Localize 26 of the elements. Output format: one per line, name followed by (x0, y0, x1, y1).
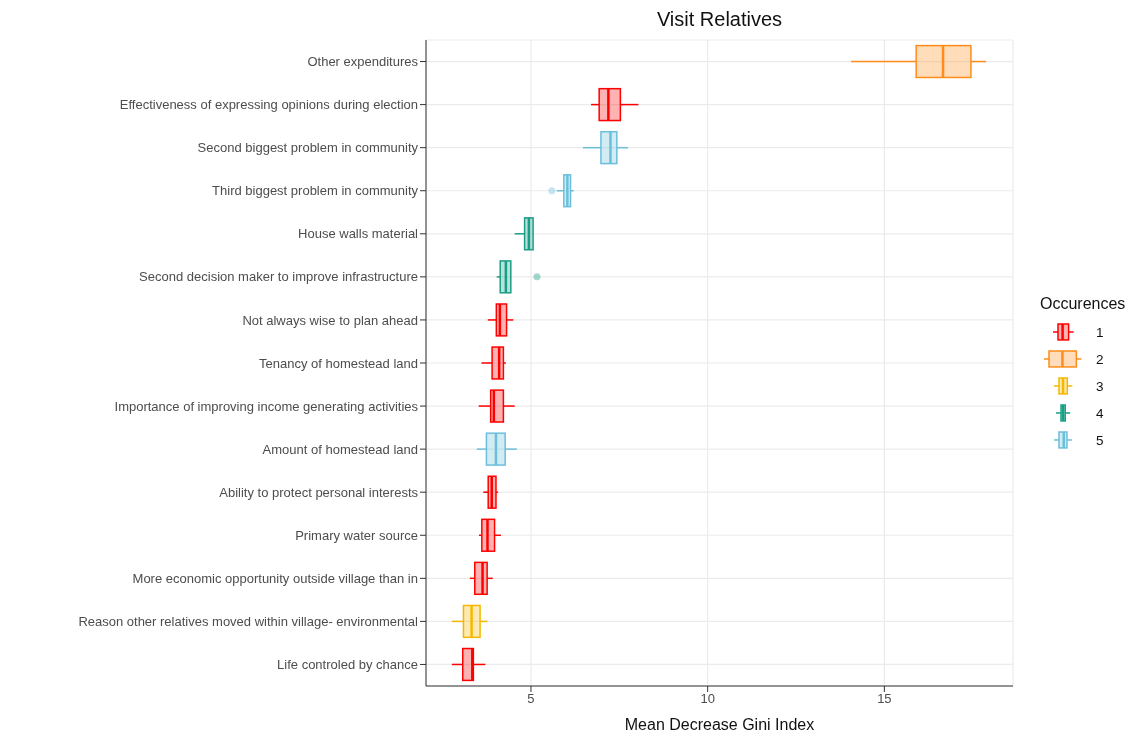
y-tick-label: More economic opportunity outside village than in (132, 570, 418, 586)
y-tick-label: Tenancy of homestead land (259, 355, 418, 371)
x-tick-label: 10 (700, 691, 715, 707)
y-tick-label: House walls material (298, 226, 419, 242)
legend-label: 3 (1096, 378, 1104, 394)
x-tick-label: 5 (527, 691, 535, 707)
y-tick-label: Reason other relatives moved within village- environmental (78, 614, 419, 630)
y-tick-label: Third biggest problem in community (212, 183, 419, 199)
y-tick-label: Other expenditures (307, 54, 419, 70)
y-tick-label: Amount of homestead land (262, 441, 418, 457)
legend-label: 4 (1096, 405, 1104, 421)
y-tick-label: Second biggest problem in community (197, 140, 419, 156)
y-tick-label: Primary water source (295, 527, 418, 543)
y-tick-label: Importance of improving income generating activities (114, 398, 419, 414)
y-tick-label: Not always wise to plan ahead (242, 312, 418, 328)
legend-label: 5 (1096, 432, 1104, 448)
y-tick-label: Life controled by chance (277, 657, 418, 673)
legend-label: 2 (1096, 351, 1104, 367)
legend-label: 1 (1096, 324, 1104, 340)
y-tick-label: Ability to protect personal interests (219, 484, 419, 500)
chart-title: Visit Relatives (655, 8, 784, 32)
y-tick-label: Second decision maker to improve infrastructure (139, 269, 418, 285)
x-tick-label: 15 (877, 691, 892, 707)
legend-title: Occurences (1040, 294, 1126, 313)
x-axis-title: Mean Decrease Gini Index (624, 716, 815, 730)
y-tick-label: Effectiveness of expressing opinions during election (119, 97, 418, 113)
